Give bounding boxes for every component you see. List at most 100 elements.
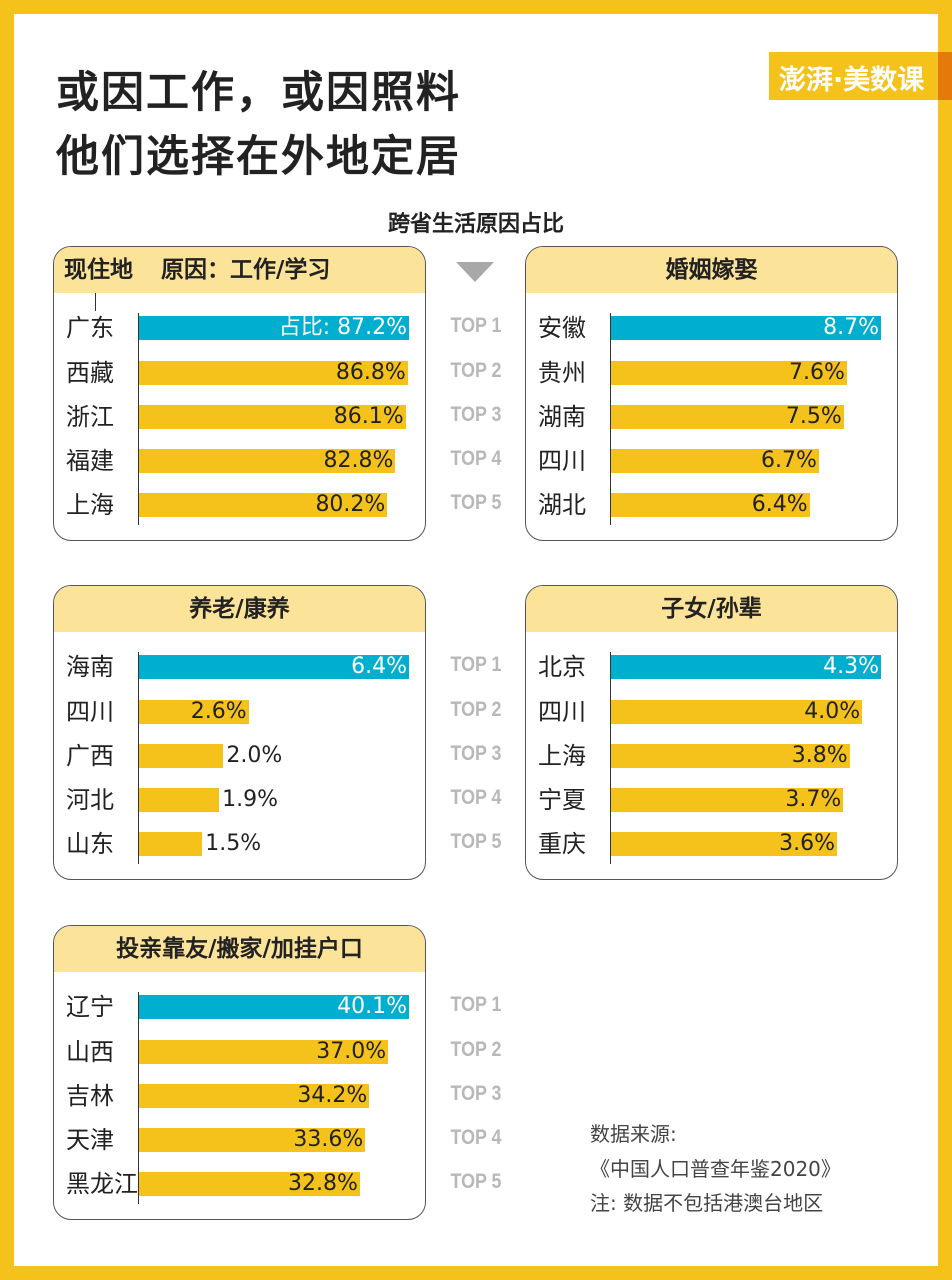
bar — [611, 405, 844, 429]
bar — [139, 655, 409, 679]
bar-row: 辽宁 40.1% — [54, 993, 425, 1021]
rank-label: TOP 3 — [450, 403, 502, 426]
panel-header: 婚姻嫁娶 — [526, 247, 897, 293]
category-label: 宁夏 — [538, 786, 586, 814]
bar-row: 天津 33.6% — [54, 1126, 425, 1154]
bar — [611, 744, 850, 768]
bar — [611, 493, 810, 517]
bar — [611, 832, 838, 856]
axis-line — [138, 652, 139, 864]
logo-text: 澎湃·美数课 — [779, 65, 925, 96]
value-label: 6.7% — [761, 448, 817, 473]
value-label: 80.2% — [315, 492, 386, 517]
value-label: 1.5% — [205, 831, 262, 856]
value-label: 33.6% — [293, 1127, 364, 1152]
value-label: 占比: 87.2% — [278, 315, 407, 340]
panel-header: 现住地 原因：工作/学习 — [54, 247, 425, 293]
bar-row: 浙江 86.1% — [54, 403, 425, 431]
bar-row: 山东 1.5% — [54, 830, 425, 858]
category-label: 四川 — [538, 447, 586, 475]
bar-row: 湖北 6.4% — [526, 491, 897, 519]
panel-4: 子女/孙辈 北京 4.3% 四川 4.0% 上海 3.8% 宁夏 3.7% 重庆 3.6% — [525, 585, 898, 880]
category-label: 天津 — [66, 1126, 114, 1154]
logo-accent — [938, 52, 952, 100]
bar — [611, 361, 847, 385]
bar — [139, 1084, 370, 1108]
column-label: 现住地 — [64, 257, 133, 283]
bar — [139, 700, 249, 724]
bar — [611, 316, 881, 340]
value-label: 82.8% — [323, 448, 394, 473]
category-label: 辽宁 — [66, 993, 114, 1021]
value-label: 4.0% — [804, 699, 861, 724]
bar — [139, 744, 224, 768]
category-label: 福建 — [66, 447, 114, 475]
value-label: 86.1% — [333, 404, 404, 429]
bar-row: 广东 占比: 87.2% — [54, 314, 425, 342]
value-label: 2.6% — [190, 699, 247, 724]
bar-row: 四川 4.0% — [526, 698, 897, 726]
value-label: 7.6% — [788, 360, 845, 385]
down-arrow-icon — [456, 262, 494, 282]
bar-row: 福建 82.8% — [54, 447, 425, 475]
panel-5: 投亲靠友/搬家/加挂户口 辽宁 40.1% 山西 37.0% 吉林 34.2% 天津 33.6%… — [53, 925, 426, 1220]
page-title-line-2: 他们选择在外地定居 — [56, 132, 461, 182]
bar-row: 四川 6.7% — [526, 447, 897, 475]
value-label: 1.9% — [222, 787, 279, 812]
value-label: 6.4% — [351, 654, 407, 679]
category-label: 湖北 — [538, 491, 586, 519]
category-label: 四川 — [538, 698, 586, 726]
rank-label: TOP 2 — [450, 359, 502, 382]
category-label: 浙江 — [66, 403, 114, 431]
bar-row: 贵州 7.6% — [526, 359, 897, 387]
axis-line — [138, 992, 139, 1204]
category-label: 安徽 — [538, 314, 586, 342]
value-label: 86.8% — [335, 360, 406, 385]
value-label: 3.8% — [791, 743, 848, 768]
rank-label: TOP 1 — [450, 993, 502, 1016]
category-label: 重庆 — [538, 830, 586, 858]
bar — [139, 1040, 389, 1064]
bar-row: 海南 6.4% — [54, 653, 425, 681]
bar-row: 湖南 7.5% — [526, 403, 897, 431]
bar-row: 安徽 8.7% — [526, 314, 897, 342]
bar — [139, 405, 406, 429]
rank-label: TOP 3 — [450, 1082, 502, 1105]
category-label: 山西 — [66, 1038, 114, 1066]
category-label: 广东 — [66, 314, 114, 342]
bar-row: 广西 2.0% — [54, 742, 425, 770]
value-label: 34.2% — [297, 1083, 368, 1108]
rank-label: TOP 2 — [450, 1038, 502, 1061]
panel-title: 原因：工作/学习 — [161, 257, 331, 283]
bar-row: 吉林 34.2% — [54, 1082, 425, 1110]
value-label: 2.0% — [226, 743, 283, 768]
rank-label: TOP 5 — [450, 1170, 502, 1193]
value-label: 8.7% — [823, 315, 879, 340]
rank-label: TOP 1 — [450, 314, 502, 337]
bar-row: 河北 1.9% — [54, 786, 425, 814]
bar-row: 宁夏 3.7% — [526, 786, 897, 814]
category-label: 山东 — [66, 830, 114, 858]
page-title-line-1: 或因工作，或因照料 — [56, 68, 461, 118]
panel-1: 现住地 原因：工作/学习广东 占比: 87.2% 西藏 86.8% 浙江 86.1% 福建 82… — [53, 246, 426, 541]
bar — [139, 832, 203, 856]
value-label: 37.0% — [316, 1039, 387, 1064]
bar-row: 北京 4.3% — [526, 653, 897, 681]
bar — [139, 788, 220, 812]
category-label: 四川 — [66, 698, 114, 726]
bar-row: 四川 2.6% — [54, 698, 425, 726]
bar-row: 西藏 86.8% — [54, 359, 425, 387]
rank-label: TOP 5 — [450, 830, 502, 853]
bar-row: 山西 37.0% — [54, 1038, 425, 1066]
panel-2: 婚姻嫁娶安徽 8.7% 贵州 7.6% 湖南 7.5% 四川 6.7% 湖北 6.4% — [525, 246, 898, 541]
value-label: 7.5% — [785, 404, 842, 429]
rank-label: TOP 1 — [450, 653, 502, 676]
category-label: 海南 — [66, 653, 114, 681]
bar — [139, 493, 388, 517]
bar — [139, 449, 396, 473]
bar — [139, 1172, 360, 1196]
rank-label: TOP 2 — [450, 698, 502, 721]
bar — [611, 655, 881, 679]
bar — [139, 361, 408, 385]
category-label: 湖南 — [538, 403, 586, 431]
